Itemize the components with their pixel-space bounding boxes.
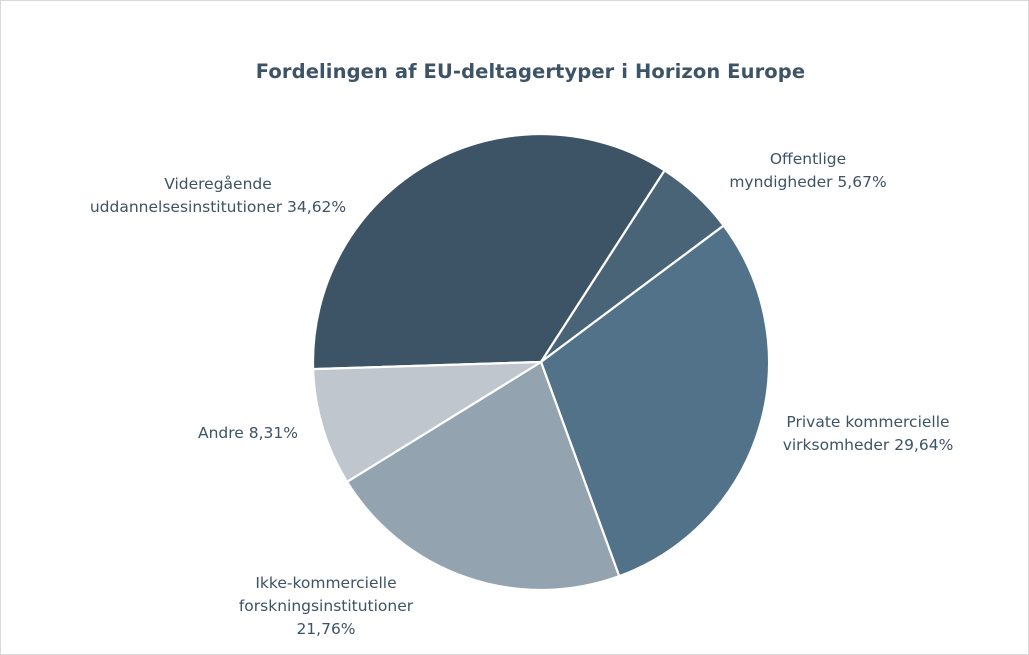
label-andre: Andre 8,31% [197,424,298,442]
label-videregaaende: Videregående uddannelsesinstitutioner 34… [89,175,347,216]
pie-slice-ikke [345,360,621,592]
pie-slice-videregaaende [311,132,666,371]
label-ikke: Ikke-kommercielle forskningsinstitutione… [238,574,414,638]
pie-slice-andre [312,360,543,483]
label-offentlige: Offentlige myndigheder 5,67% [729,150,887,191]
chart-title: Fordelingen af EU-deltagertyper i Horizo… [255,60,806,83]
label-private: Private kommercielle virksomheder 29,64% [782,413,954,454]
pie-slices [311,132,771,592]
pie-slice-private [539,224,771,578]
